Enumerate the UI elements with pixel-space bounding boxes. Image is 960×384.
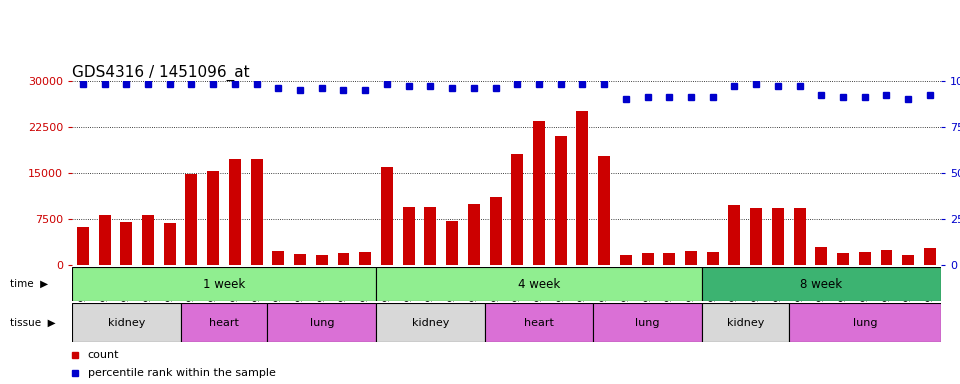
Bar <box>707 252 719 265</box>
Bar <box>207 171 219 265</box>
Bar <box>729 205 740 265</box>
Bar <box>77 227 89 265</box>
Text: lung: lung <box>309 318 334 328</box>
Text: 4 week: 4 week <box>517 278 560 291</box>
Bar <box>446 221 458 265</box>
Bar <box>164 223 176 265</box>
Bar <box>663 253 675 265</box>
Bar <box>99 215 110 265</box>
Bar <box>512 154 523 265</box>
Bar <box>273 251 284 265</box>
Bar <box>376 267 702 301</box>
Bar <box>593 303 702 342</box>
Text: tissue  ▶: tissue ▶ <box>10 318 56 328</box>
Bar <box>794 209 805 265</box>
Text: GDS4316 / 1451096_at: GDS4316 / 1451096_at <box>72 65 250 81</box>
Bar <box>555 136 566 265</box>
Bar <box>533 121 545 265</box>
Bar <box>576 111 588 265</box>
Bar <box>142 215 154 265</box>
Bar <box>902 255 914 265</box>
Bar <box>815 247 828 265</box>
Bar <box>620 255 632 265</box>
Text: kidney: kidney <box>412 318 449 328</box>
Text: heart: heart <box>524 318 554 328</box>
Bar <box>294 254 306 265</box>
Bar <box>359 252 372 265</box>
Bar <box>685 252 697 265</box>
Bar <box>702 303 789 342</box>
Text: 8 week: 8 week <box>801 278 843 291</box>
Bar <box>702 267 941 301</box>
Bar <box>485 303 593 342</box>
Text: lung: lung <box>852 318 877 328</box>
Bar <box>924 248 936 265</box>
Bar <box>72 267 376 301</box>
Text: kidney: kidney <box>108 318 145 328</box>
Bar <box>381 167 393 265</box>
Bar <box>750 208 762 265</box>
Bar <box>251 159 263 265</box>
Bar <box>424 207 437 265</box>
Bar <box>228 159 241 265</box>
Bar <box>490 197 501 265</box>
Text: lung: lung <box>636 318 660 328</box>
Text: 1 week: 1 week <box>203 278 245 291</box>
Bar <box>772 209 784 265</box>
Text: heart: heart <box>209 318 239 328</box>
Bar <box>859 252 871 265</box>
Text: time  ▶: time ▶ <box>10 279 48 289</box>
Text: percentile rank within the sample: percentile rank within the sample <box>87 367 276 377</box>
Bar <box>789 303 941 342</box>
Bar <box>376 303 485 342</box>
Bar <box>185 174 198 265</box>
Text: count: count <box>87 350 119 360</box>
Bar <box>268 303 376 342</box>
Bar <box>180 303 268 342</box>
Bar <box>338 253 349 265</box>
Text: kidney: kidney <box>727 318 764 328</box>
Bar <box>641 253 654 265</box>
Bar <box>316 255 327 265</box>
Bar <box>880 250 893 265</box>
Bar <box>402 207 415 265</box>
Bar <box>837 253 849 265</box>
Bar <box>120 222 132 265</box>
Bar <box>468 204 480 265</box>
Bar <box>72 303 180 342</box>
Bar <box>598 156 611 265</box>
